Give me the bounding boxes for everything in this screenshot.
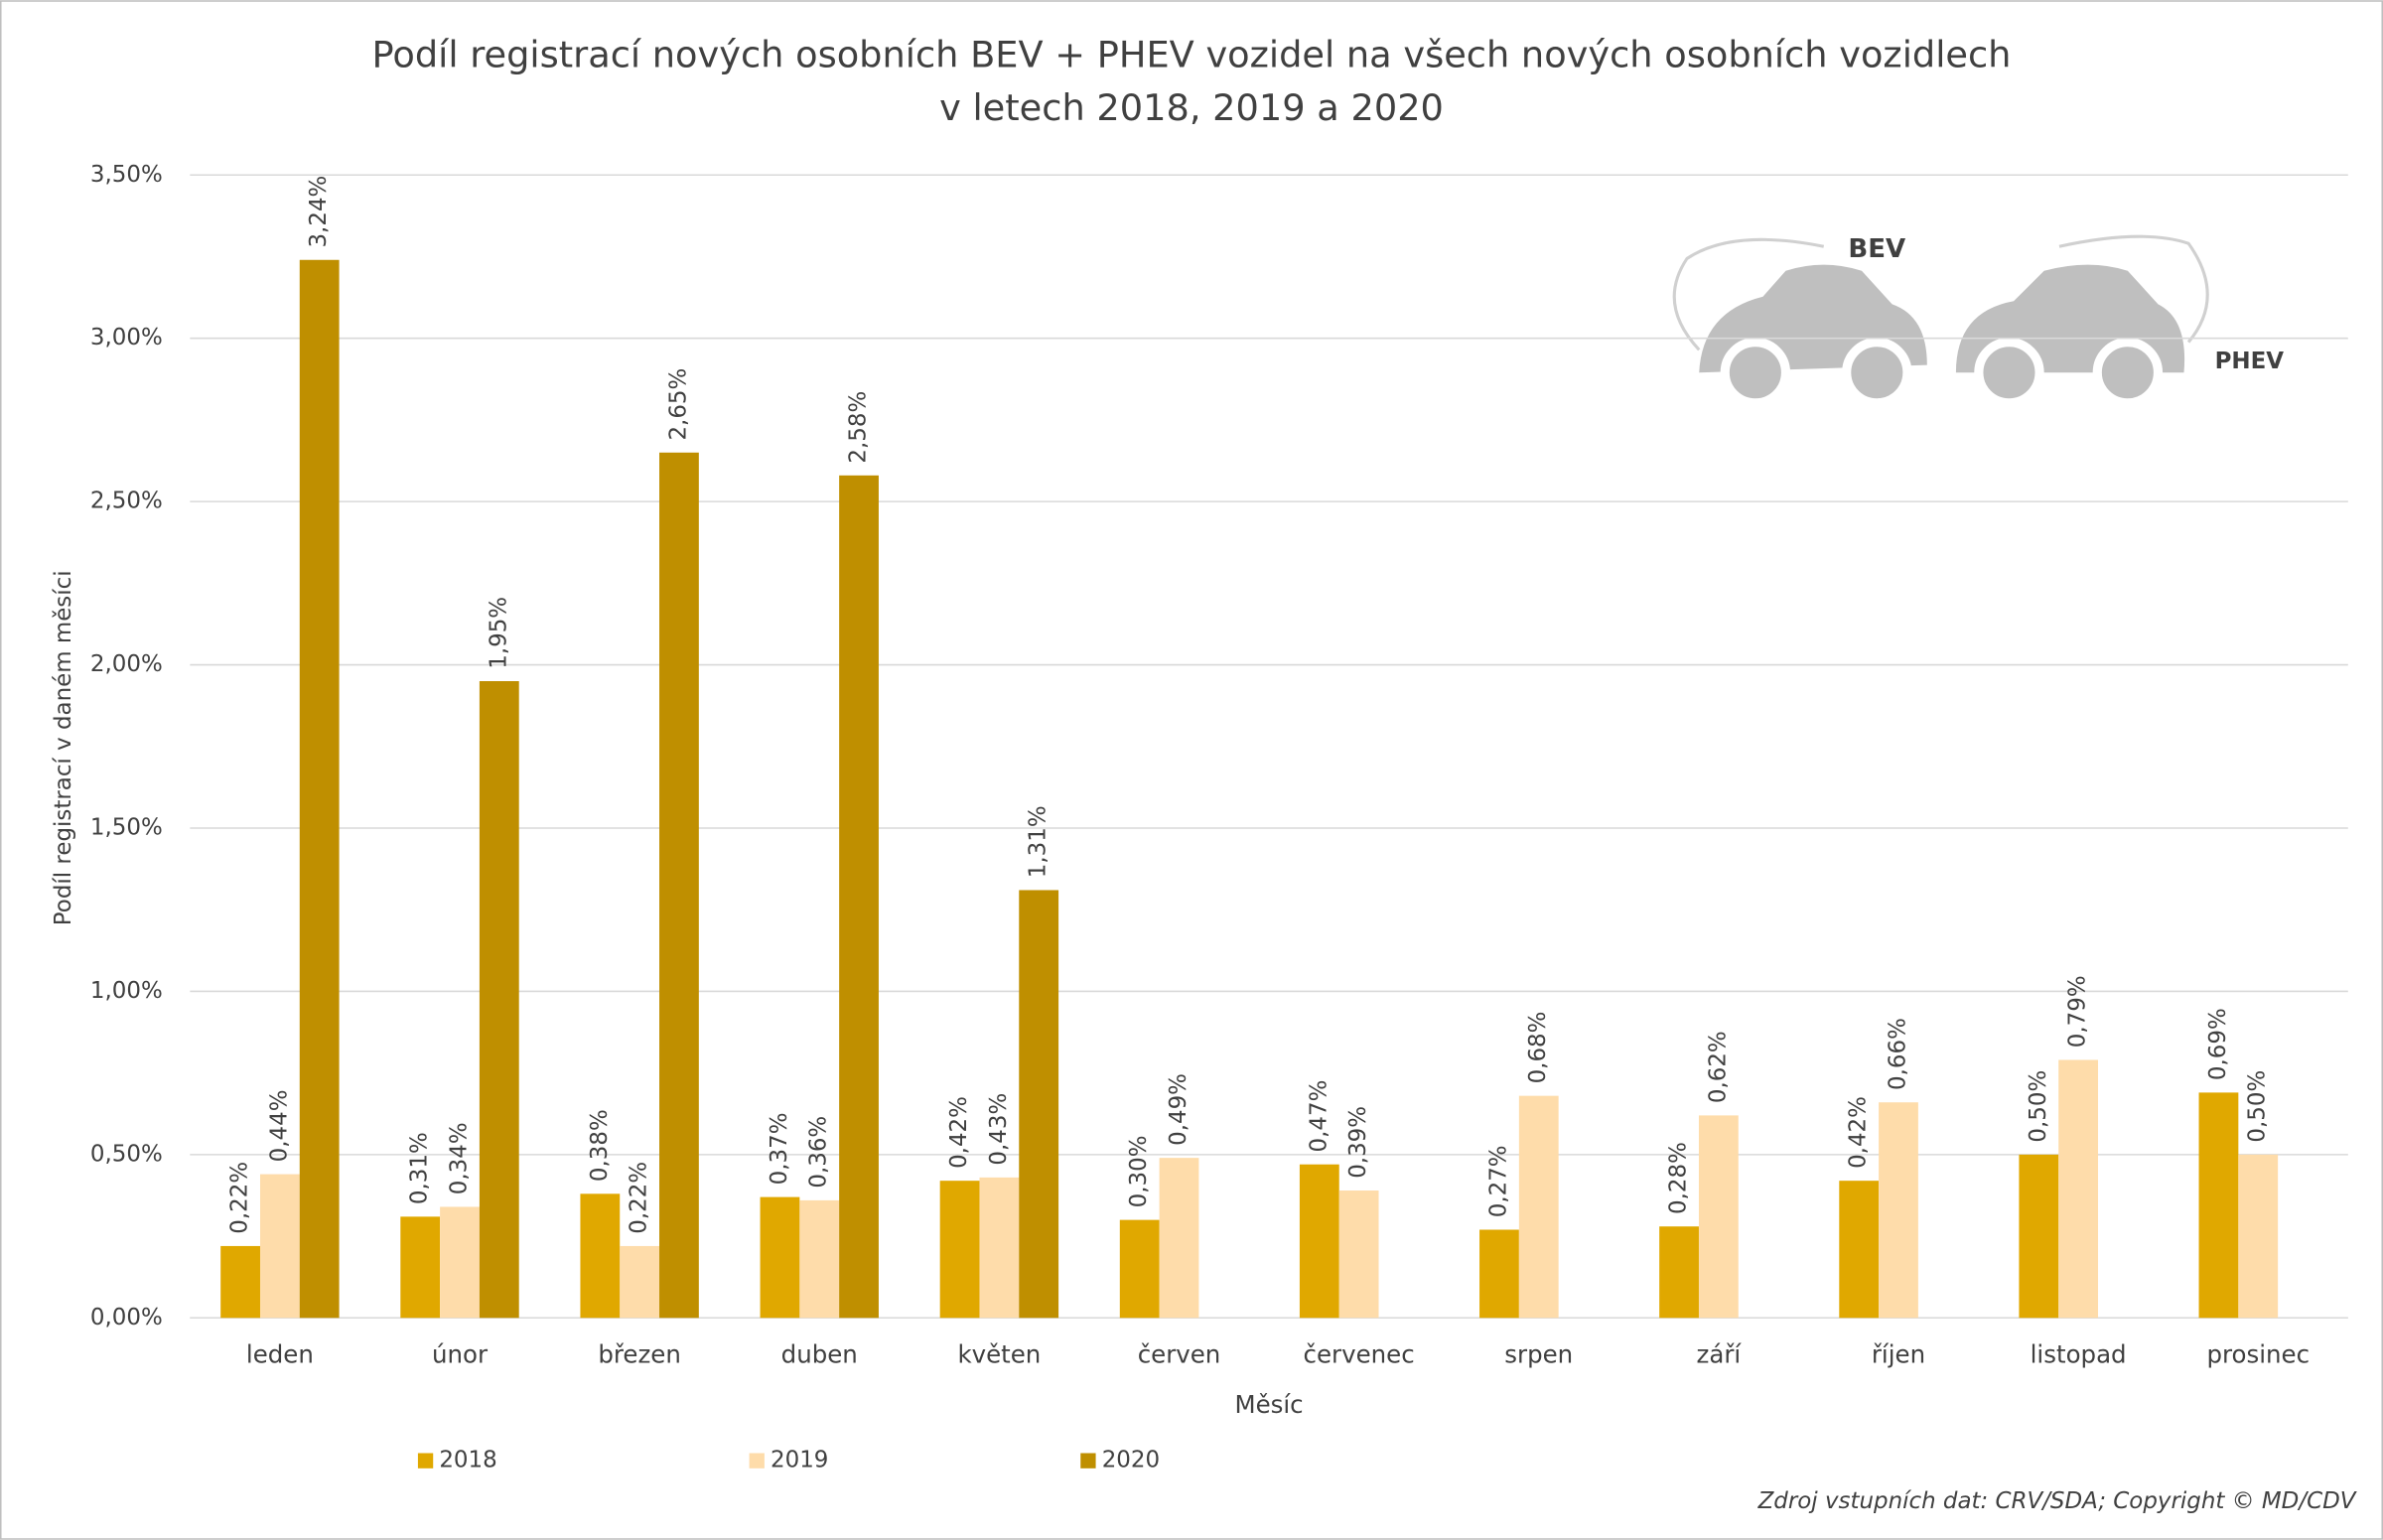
wheel <box>1974 338 2044 408</box>
bar <box>1019 890 1059 1319</box>
value-label: 0,49% <box>1166 1073 1192 1146</box>
bar <box>1119 1219 1160 1319</box>
cable <box>1672 234 2209 351</box>
bar <box>2019 1154 2059 1319</box>
value-label: 0,42% <box>946 1096 972 1169</box>
bar <box>620 1245 660 1319</box>
bar <box>1698 1115 1739 1319</box>
value-label: 0,37% <box>767 1112 792 1185</box>
car-icons: BEV PHEV <box>1672 234 2285 408</box>
bar <box>580 1193 621 1319</box>
value-label: 0,69% <box>2205 1008 2231 1080</box>
y-tick-label: 1,50% <box>90 814 163 840</box>
value-label: 0,47% <box>1306 1080 1332 1153</box>
bar <box>1299 1164 1339 1319</box>
x-tick-label: září <box>1697 1340 1743 1369</box>
legend-label: 2020 <box>1102 1448 1160 1473</box>
legend-label: 2019 <box>771 1448 828 1473</box>
value-label: 0,50% <box>2026 1070 2051 1143</box>
bar <box>2198 1092 2239 1319</box>
bar <box>299 259 340 1319</box>
x-axis-label: Měsíc <box>1234 1390 1303 1419</box>
bar <box>1479 1229 1519 1319</box>
wheel <box>2092 338 2164 408</box>
x-tick-label: červen <box>1138 1340 1221 1369</box>
bar <box>760 1196 800 1319</box>
bar <box>839 475 879 1319</box>
bar <box>220 1245 260 1319</box>
value-label: 0,22% <box>627 1162 652 1234</box>
value-label: 1,31% <box>1026 805 1051 878</box>
wheel <box>1842 338 1912 408</box>
bar <box>1839 1181 1880 1319</box>
y-tick-label: 0,50% <box>90 1141 163 1167</box>
value-label: 0,43% <box>986 1093 1012 1166</box>
value-label: 0,62% <box>1705 1031 1731 1103</box>
value-label: 1,95% <box>486 597 511 669</box>
bar <box>1159 1158 1199 1319</box>
y-tick-label: 2,50% <box>90 489 163 514</box>
value-label: 0,27% <box>1485 1145 1511 1217</box>
value-label: 0,36% <box>806 1116 832 1189</box>
value-label: 0,30% <box>1126 1136 1152 1208</box>
x-tick-label: prosinec <box>2206 1340 2310 1369</box>
bar <box>259 1174 300 1319</box>
x-tick-label: srpen <box>1504 1340 1573 1369</box>
chart-title: Podíl registrací nových osobních BEV + P… <box>372 33 2012 75</box>
bar <box>1659 1226 1699 1319</box>
bar <box>659 452 699 1319</box>
value-label: 0,42% <box>1846 1096 1872 1169</box>
icon-label: PHEV <box>2215 349 2285 374</box>
bar <box>939 1181 980 1319</box>
value-label: 2,65% <box>665 368 691 441</box>
bar <box>2238 1154 2279 1319</box>
chart-title: v letech 2018, 2019 a 2020 <box>939 86 1444 129</box>
bar <box>2058 1059 2099 1319</box>
x-tick-label: květen <box>957 1340 1041 1369</box>
value-label: 0,22% <box>227 1162 253 1234</box>
legend-label: 2018 <box>439 1448 496 1473</box>
legend-swatch <box>749 1453 765 1469</box>
wheel <box>1720 338 1791 408</box>
bar <box>1879 1102 1918 1319</box>
x-tick-label: říjen <box>1872 1340 1925 1369</box>
bar <box>1338 1190 1379 1319</box>
value-label: 0,66% <box>1885 1018 1910 1090</box>
value-label: 0,28% <box>1666 1142 1692 1214</box>
icon-label: BEV <box>1848 234 1905 264</box>
y-tick-label: 3,00% <box>90 325 163 350</box>
x-tick-label: červenec <box>1304 1340 1415 1369</box>
value-label: 0,79% <box>2065 975 2091 1048</box>
value-label: 0,68% <box>1525 1012 1551 1084</box>
y-axis-label: Podíl registrací v daném měsíci <box>51 570 76 925</box>
value-label: 0,44% <box>266 1089 292 1162</box>
x-tick-label: březen <box>598 1340 681 1369</box>
x-tick-label: duben <box>781 1340 858 1369</box>
y-tick-label: 0,00% <box>90 1305 163 1330</box>
legend-swatch <box>1080 1453 1096 1469</box>
bar <box>1518 1095 1559 1319</box>
x-tick-label: listopad <box>2031 1340 2127 1369</box>
value-label: 3,24% <box>306 176 332 248</box>
value-label: 0,39% <box>1345 1106 1371 1179</box>
value-label: 2,58% <box>846 391 872 464</box>
value-label: 0,50% <box>2245 1070 2271 1143</box>
bar <box>400 1216 441 1319</box>
source-note: Zdroj vstupních dat: CRV/SDA; Copyright … <box>1757 1488 2358 1514</box>
x-tick-label: únor <box>432 1340 489 1369</box>
bar <box>440 1206 480 1319</box>
value-label: 0,34% <box>447 1122 473 1194</box>
bar <box>479 681 519 1319</box>
value-label: 0,38% <box>587 1109 613 1182</box>
legend-swatch <box>417 1453 434 1469</box>
y-tick-label: 3,50% <box>90 162 163 188</box>
bar <box>979 1177 1020 1319</box>
y-tick-label: 1,00% <box>90 978 163 1004</box>
value-label: 0,31% <box>407 1132 433 1204</box>
y-tick-label: 2,00% <box>90 651 163 677</box>
x-tick-label: leden <box>246 1340 314 1369</box>
bar <box>799 1199 840 1319</box>
